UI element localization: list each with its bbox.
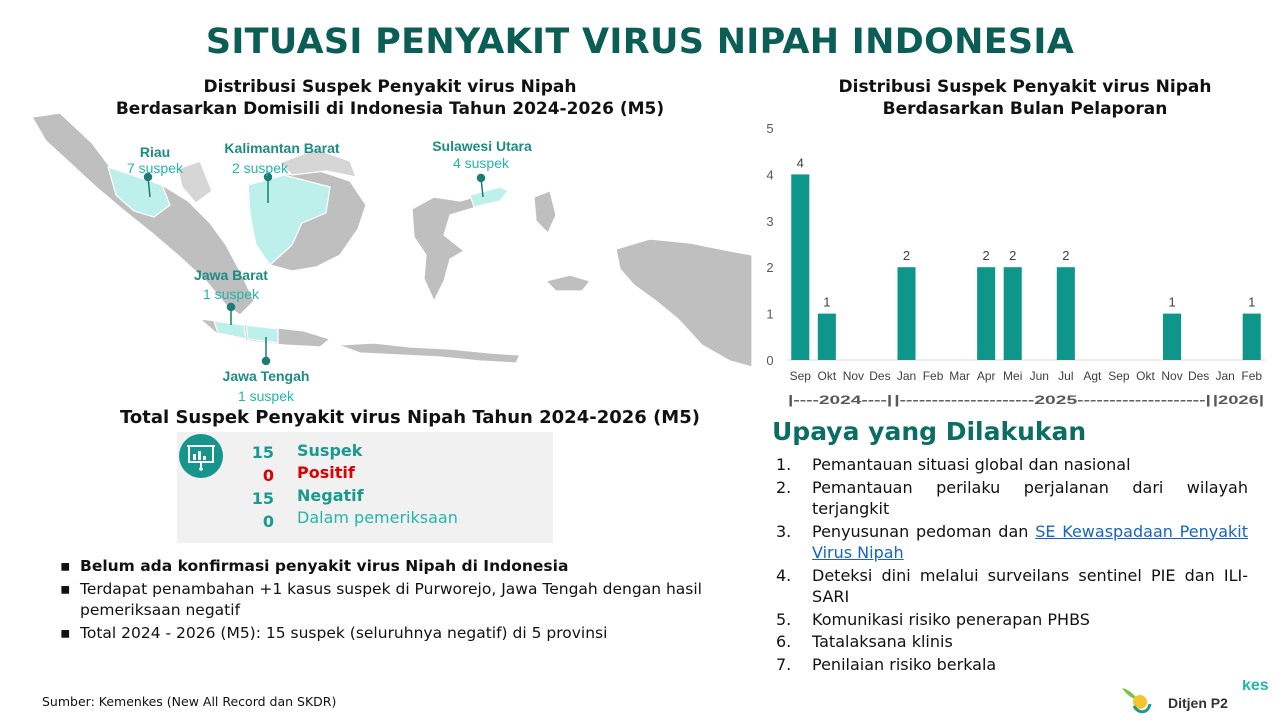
y-tick-label: 2 (766, 260, 773, 275)
upaya-item: 4. Deteksi dini melalui surveilans sentin… (776, 565, 1248, 607)
prov-riau-count: 7 suspek (127, 160, 184, 176)
upaya-list: 1. Pemantauan situasi global dan nasional… (776, 454, 1248, 676)
total-negatif-label: Negatif (297, 486, 364, 505)
total-suspek-value: 15 (251, 443, 274, 462)
total-pemeriksaan-label: Dalam pemeriksaan (297, 508, 458, 527)
chart-title-line2: Berdasarkan Bulan Pelaporan (882, 99, 1168, 119)
riau-shape (107, 166, 171, 218)
prov-jateng-count: 1 suspek (238, 388, 295, 404)
bar (977, 267, 996, 360)
x-tick-label: Des (869, 369, 890, 383)
total-negatif-value: 15 (251, 489, 274, 508)
indonesia-map: Riau 7 suspek Kalimantan Barat 2 suspek … (31, 112, 752, 404)
bar (1163, 313, 1182, 360)
upaya-item: 7. Penilaian risiko berkala (776, 654, 997, 674)
prov-jabar-name: Jawa Barat (194, 267, 268, 283)
year-group-label: |---------------------2025--------------… (894, 393, 1211, 407)
y-tick-label: 3 (766, 214, 773, 229)
prov-jabar-count: 1 suspek (203, 286, 260, 302)
x-tick-label: Nov (843, 369, 864, 383)
x-tick-label: Mar (949, 369, 970, 383)
chart-title-line1: Distribusi Suspek Penyakit virus Nipah (838, 77, 1212, 97)
data-label: 2 (903, 248, 910, 263)
upaya-item: 5. Komunikasi risiko penerapan PHBS (776, 609, 1090, 629)
x-tick-label: Sep (790, 369, 812, 383)
prov-jateng-name: Jawa Tengah (223, 368, 310, 384)
upaya-title: Upaya yang Dilakukan (772, 417, 1087, 446)
bar (1056, 267, 1075, 360)
data-label: 1 (823, 295, 830, 310)
x-tick-label: Feb (923, 369, 944, 383)
se-kewaspadaan-link[interactable]: SE Kewaspadaan Penyakit Virus Nipah (812, 521, 1249, 563)
logo-text: Ditjen P2 (1168, 695, 1228, 711)
bar-chart: 0 1 2 3 4 5 4 Sep 1 Okt Nov Des 2 Jan Feb Mar 2 Apr 2 Mei Ju… (766, 121, 1265, 407)
bar (791, 174, 810, 360)
total-box (177, 432, 553, 543)
note-item: ▪ Total 2024 - 2026 (M5): 15 suspek (selu… (60, 624, 608, 642)
prov-sulut-count: 4 suspek (453, 155, 510, 171)
x-tick-label: Sep (1108, 369, 1130, 383)
prov-kalbar-count: 2 suspek (232, 160, 289, 176)
papua-shape (615, 238, 752, 368)
x-tick-label: Jun (1030, 369, 1049, 383)
chart-title: Distribusi Suspek Penyakit virus Nipah B… (790, 76, 1260, 120)
total-positif-value: 0 (262, 466, 274, 485)
jabar-shape (213, 320, 247, 340)
notes-list: ▪ Belum ada konfirmasi penyakit virus Nip… (60, 556, 715, 646)
upaya-item: 2. Pemantauan perilaku perjalanan dari wi… (776, 477, 1248, 519)
jateng-shape (245, 324, 279, 344)
upaya-item: 6. Tatalaksana klinis (776, 632, 953, 651)
x-tick-label: Mei (1003, 369, 1022, 383)
bar (1003, 267, 1022, 360)
total-suspek-label: Suspek (297, 441, 363, 460)
data-label: 2 (1009, 248, 1016, 263)
bar (817, 313, 836, 360)
sulawesi-shape (411, 188, 508, 303)
x-tick-label: Okt (817, 369, 836, 383)
sulut-shape (469, 186, 509, 208)
total-title: Total Suspek Penyakit virus Nipah Tahun … (120, 407, 700, 428)
map-title: Distribusi Suspek Penyakit virus Nipah B… (60, 76, 720, 120)
x-tick-label: Jan (1215, 369, 1234, 383)
data-label: 2 (983, 248, 990, 263)
prov-riau-name: Riau (140, 144, 170, 160)
data-label: 1 (1248, 295, 1255, 310)
year-group-label: |----2024----| (788, 393, 892, 407)
total-positif-label: Positif (297, 463, 355, 482)
upaya-item: 3. Penyusunan pedoman dan SE Kewaspadaan … (776, 521, 1249, 563)
upaya-item: 1. Pemantauan situasi global dan nasional (776, 455, 1131, 474)
data-label: 1 (1168, 295, 1175, 310)
data-label: 2 (1062, 248, 1069, 263)
x-tick-label: Okt (1136, 369, 1155, 383)
data-label: 4 (797, 155, 804, 170)
y-tick-label: 1 (766, 307, 773, 322)
bar (897, 267, 916, 360)
logo-partial-text: kes (1242, 680, 1268, 694)
y-tick-label: 4 (766, 167, 773, 182)
ditjen-logo: Ditjen P2 kes (1122, 680, 1268, 714)
x-tick-label: Apr (977, 369, 996, 383)
x-tick-label: Feb (1241, 369, 1262, 383)
bar (1242, 313, 1261, 360)
map-title-line1: Distribusi Suspek Penyakit virus Nipah (203, 77, 577, 97)
presentation-board-icon (179, 434, 223, 478)
page-title: SITUASI PENYAKIT VIRUS NIPAH INDONESIA (205, 22, 1075, 62)
x-tick-label: Jul (1058, 369, 1073, 383)
source-note: Sumber: Kemenkes (New All Record dan SKD… (42, 694, 337, 709)
y-tick-label: 0 (766, 353, 773, 368)
y-tick-label: 5 (766, 121, 773, 136)
x-tick-label: Des (1188, 369, 1209, 383)
year-group-label: |2026| (1213, 393, 1264, 407)
x-tick-label: Nov (1161, 369, 1182, 383)
total-pemeriksaan-value: 0 (262, 512, 274, 531)
prov-kalbar-name: Kalimantan Barat (224, 140, 339, 156)
x-tick-label: Agt (1083, 369, 1102, 383)
prov-sulut-name: Sulawesi Utara (432, 138, 532, 154)
note-item: ▪ Belum ada konfirmasi penyakit virus Nip… (60, 557, 569, 575)
map-title-line2: Berdasarkan Domisili di Indonesia Tahun … (115, 99, 665, 119)
note-item: ▪ Terdapat penambahan +1 kasus suspek di … (60, 580, 702, 619)
x-tick-label: Jan (897, 369, 916, 383)
